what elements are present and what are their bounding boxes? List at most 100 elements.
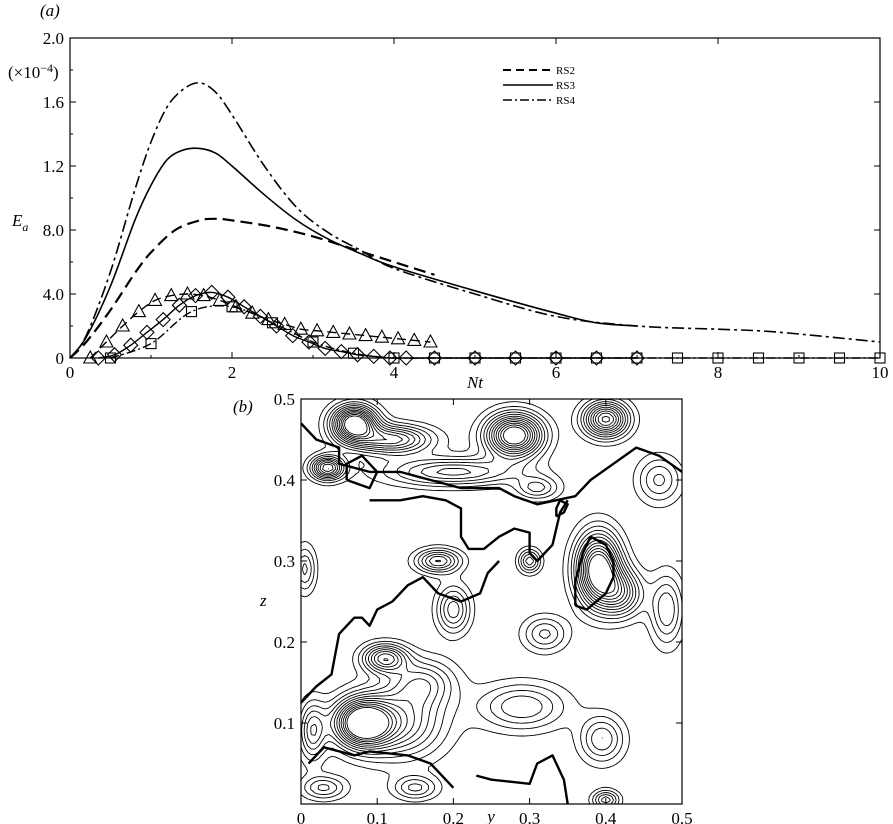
diamond-marker (317, 340, 333, 357)
panel-b-x-axis-label: y (485, 807, 495, 824)
triangle-marker (309, 322, 325, 337)
triangle-marker (82, 349, 98, 364)
diamond-marker (236, 299, 252, 315)
triangle-marker (374, 329, 390, 343)
triangle-marker (147, 292, 163, 306)
thick-contour-line (345, 454, 379, 490)
panel-b-y-tick-label: 0.2 (274, 633, 295, 652)
y-axis-label: Ea (11, 211, 28, 234)
y-axis-label-sub: a (22, 220, 28, 234)
square-marker (874, 352, 886, 364)
contour-line (342, 414, 619, 741)
square-marker (590, 352, 603, 364)
contour-line (306, 403, 637, 804)
diamond-marker (382, 350, 398, 366)
y-tick-label: 2.0 (43, 29, 64, 48)
square-marker (226, 301, 238, 313)
series-line (110, 305, 880, 360)
diamond-marker (398, 350, 414, 366)
diamond-marker (252, 308, 269, 325)
contour-line (319, 408, 628, 746)
series-line (69, 81, 881, 359)
square-marker (104, 352, 117, 364)
x-tick-label: 0 (66, 363, 75, 382)
square-marker (752, 352, 765, 364)
series-RS4 (69, 81, 881, 359)
panel-b-x-tick-label: 0.3 (519, 809, 540, 824)
y-axis-multiplier: (×10−4) (8, 61, 59, 82)
series-marker-square (104, 301, 886, 364)
diamond-marker (139, 324, 155, 341)
series-RS3 (69, 147, 638, 359)
legend-label-rs4: RS4 (556, 95, 575, 107)
panel-a-y-axis: 0 4.0 8.0 1.2 1.6 2.0 (43, 29, 880, 368)
panel-b-y-tick-label: 0.3 (274, 552, 295, 571)
triangle-marker (325, 324, 341, 338)
series-line (98, 291, 637, 359)
panel-b-label: (b) (233, 397, 253, 416)
square-marker (793, 352, 805, 364)
diamond-marker (268, 318, 285, 334)
diamond-marker (301, 334, 317, 350)
x-tick-label: 2 (228, 363, 237, 382)
square-marker (307, 336, 319, 348)
panel-b-x-tick-label: 0 (297, 809, 306, 824)
square-marker (833, 352, 846, 364)
diamond-marker (284, 327, 301, 344)
y-tick-label: 1.6 (43, 93, 64, 112)
square-marker (388, 352, 400, 364)
series-line (69, 217, 435, 359)
y-tick-label: 1.2 (43, 157, 64, 176)
panel-b-x-tick-label: 0.2 (443, 809, 464, 824)
legend-label-rs3: RS3 (556, 80, 575, 92)
thick-contour-line (369, 495, 569, 563)
contour-line (328, 412, 623, 743)
diamond-marker (171, 297, 188, 313)
square-marker (428, 352, 441, 364)
square-marker (671, 352, 684, 364)
contour-line (322, 410, 626, 744)
diamond-marker (365, 348, 382, 365)
panel-b-x-tick-label: 0.4 (595, 809, 617, 824)
diamond-marker (155, 311, 171, 328)
diamond-marker (203, 284, 220, 301)
x-tick-label: 8 (714, 363, 723, 382)
panel-b-contour-plot: (b) 0.1 0.2 0.3 0.4 0.5 0 0.1 0.2 0.3 0.4 0.5 z y (233, 390, 693, 824)
thick-contour-line (555, 499, 569, 518)
panel-a-x-axis: 0 2 4 6 8 10 (66, 38, 889, 382)
square-marker (469, 352, 481, 364)
diamond-marker (220, 289, 236, 305)
x-tick-label: 4 (390, 363, 399, 382)
square-marker (266, 317, 279, 329)
triangle-marker (99, 333, 114, 348)
triangle-marker (406, 332, 422, 346)
contour-line (300, 398, 683, 805)
square-marker (347, 347, 360, 359)
x-tick-label: 10 (872, 363, 889, 382)
diamond-marker (349, 347, 366, 363)
panel-b-x-axis: 0 0.1 0.2 0.3 0.4 0.5 (297, 399, 693, 824)
diamond-marker (333, 343, 350, 360)
triangle-marker (163, 287, 179, 302)
legend-label-rs2: RS2 (556, 65, 575, 77)
panel-b-y-tick-label: 0.4 (274, 471, 296, 490)
legend: RS2 RS3 RS4 (503, 65, 575, 107)
thick-contour-line (300, 422, 683, 506)
y-tick-label: 8.0 (43, 221, 64, 240)
panel-b-plot-frame (300, 398, 683, 805)
thick-contour-line (307, 746, 455, 789)
series-line (69, 147, 638, 359)
panel-a-line-chart: (a) 04.08.01.21.62.0 0 2 4 6 8 10 (×10−4) Ea … (8, 1, 889, 392)
triangle-marker (115, 317, 131, 332)
y-tick-label: 4.0 (43, 285, 64, 304)
x-axis-label: Nt (466, 373, 484, 392)
panel-b-x-tick-label: 0.1 (367, 809, 388, 824)
diamond-marker (90, 350, 107, 366)
thick-contour-line (574, 535, 615, 611)
contour-line (302, 401, 675, 805)
y-axis-label-main: E (11, 211, 23, 230)
square-marker (145, 338, 157, 350)
series-RS2 (69, 217, 435, 359)
square-marker (712, 352, 724, 364)
